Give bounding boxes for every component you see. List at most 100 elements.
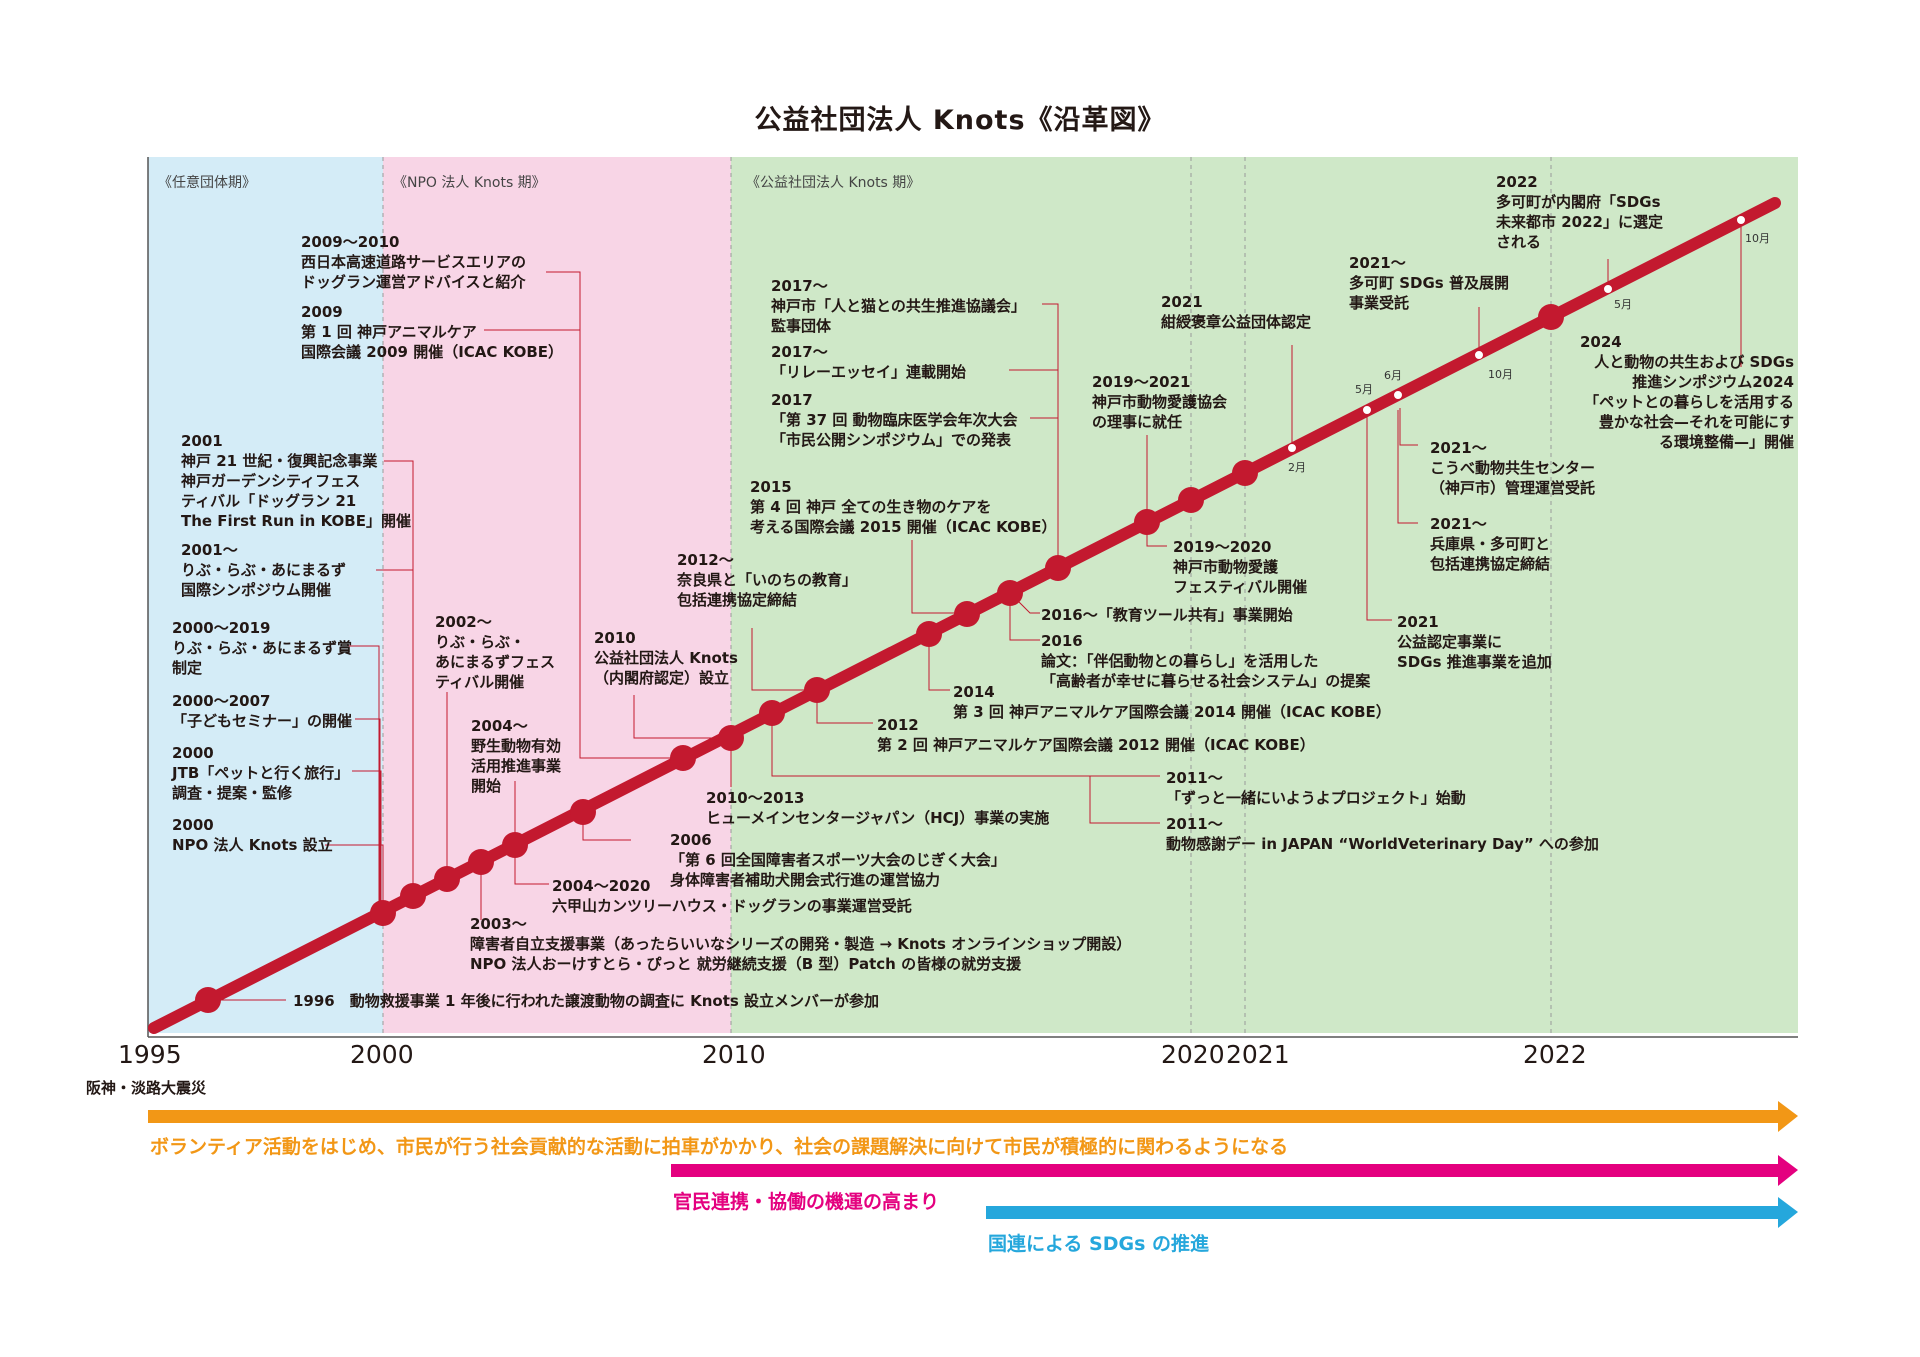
event-2024-sym-line1: 人と動物の共生および SDGs	[1594, 353, 1794, 371]
event-2012-conf-year: 2012	[877, 716, 919, 734]
event-2014-conf-year: 2014	[953, 683, 995, 701]
event-2019-fes-line2: フェスティバル開催	[1173, 578, 1308, 596]
event-2021-center-line2: （神戸市）管理運営受託	[1430, 479, 1596, 497]
dot-2019	[1134, 509, 1160, 535]
dot-2015	[954, 601, 980, 627]
event-2021-award-text: 紺綬褒章公益団体認定	[1161, 313, 1312, 331]
event-2010-public-year: 2010	[594, 629, 636, 647]
event-2016-paper-line2: 「高齢者が幸せに暮らせる社会システム」の提案	[1041, 672, 1371, 690]
event-2024-sym: 2024 人と動物の共生および SDGs 推進シンポジウム2024 「ペットとの…	[1564, 332, 1794, 452]
trend-text-magenta: 官民連携・協働の機運の高まり	[673, 1191, 940, 1213]
event-2019-fes: 2019〜2020 神戸市動物愛護 フェスティバル開催	[1173, 537, 1307, 597]
event-2001-run-line2: 神戸ガーデンシティフェス	[181, 472, 361, 490]
dot-2012	[804, 677, 830, 703]
event-2015-conf-line2: 考える国際会議 2015 開催（ICAC KOBE）	[750, 518, 1057, 536]
event-2017-cat-year: 2017〜	[771, 277, 828, 295]
event-2022-city: 2022 多可町が内閣府「SDGs 未来都市 2022」に選定 される	[1496, 172, 1663, 252]
event-2021-award-year: 2021	[1161, 293, 1203, 311]
event-2015-conf: 2015 第 4 回 神戸 全ての生き物のケアを 考える国際会議 2015 開催…	[750, 477, 1057, 537]
event-2014-conf: 2014 第 3 回 神戸アニマルケア国際会議 2014 開催（ICAC KOB…	[953, 682, 1391, 722]
event-2002-fes-line1: りぶ・らぶ・	[435, 633, 526, 651]
event-2000-award-line1: りぶ・らぶ・あにまるず賞	[172, 639, 353, 657]
event-2017-sym: 2017 「第 37 回 動物臨床医学会年次大会 「市民公開シンポジウム」での発…	[771, 390, 1018, 450]
event-2016-paper-line1: 論文：「伴侶動物との暮らし」を活用した	[1041, 652, 1319, 670]
event-2019-assoc: 2019〜2021 神戸市動物愛護協会 の理事に就任	[1092, 372, 1227, 432]
dot-2009	[670, 745, 696, 771]
event-2010-public-line2: （内閣府認定）設立	[594, 669, 730, 687]
event-2021-add-year: 2021	[1397, 613, 1439, 631]
event-2015-conf-year: 2015	[750, 478, 792, 496]
event-2000-kids-text: 「子どもセミナー」の開催	[172, 712, 353, 730]
event-2000-jtb: 2000 JTB「ペットと行く旅行」 調査・提案・監修	[172, 743, 349, 803]
event-2000-kids: 2000〜2007 「子どもセミナー」の開催	[172, 691, 352, 731]
event-2012-nara-line1: 奈良県と「いのちの教育」	[677, 571, 858, 589]
event-2019-assoc-line1: 神戸市動物愛護協会	[1092, 393, 1228, 411]
event-2021-hyogo-line2: 包括連携協定締結	[1430, 555, 1551, 573]
event-2009-sa: 2009〜2010 西日本高速道路サービスエリアの ドッグラン運営アドバイスと紹…	[301, 232, 526, 292]
event-2000-kids-year: 2000〜2007	[172, 692, 271, 710]
event-2009-conf: 2009 第 1 回 神戸アニマルケア 国際会議 2009 開催（ICAC KO…	[301, 302, 563, 362]
event-2022-city-line2: 未来都市 2022」に選定	[1496, 213, 1663, 231]
event-2021-hyogo: 2021〜 兵庫県・多可町と 包括連携協定締結	[1430, 514, 1550, 574]
trend-arrows	[148, 1101, 1798, 1228]
event-2021-center-line1: こうべ動物共生センター	[1430, 459, 1596, 477]
event-2003-support-year: 2003〜	[470, 915, 527, 933]
dot-2017	[1045, 555, 1071, 581]
event-2001-run-line3: ティバル「ドッグラン 21	[181, 492, 357, 510]
event-1996: 1996 動物救援事業 1 年後に行われた譲渡動物の調査に Knots 設立メン…	[293, 991, 879, 1011]
event-2016-tool: 2016〜「教育ツール共有」事業開始	[1041, 605, 1293, 625]
mdot-6	[1393, 390, 1403, 400]
event-2017-relay-text: 「リレーエッセイ」連載開始	[771, 363, 967, 381]
event-2017-sym-line2: 「市民公開シンポジウム」での発表	[771, 431, 1012, 449]
event-2024-sym-line3: 「ペットとの暮らしを活用する	[1584, 393, 1794, 411]
event-2000-jtb-line2: 調査・提案・監修	[172, 784, 293, 802]
event-2019-fes-year: 2019〜2020	[1173, 538, 1272, 556]
event-2021-center-year: 2021〜	[1430, 439, 1487, 457]
event-2021-hyogo-line1: 兵庫県・多可町と	[1430, 535, 1551, 553]
event-2006-sports-line1: 「第 6 回全国障害者スポーツ大会のじぎく大会」	[670, 851, 1006, 869]
arrow-cyan-head	[1778, 1197, 1798, 1228]
event-2019-assoc-year: 2019〜2021	[1092, 373, 1191, 391]
year-label-2022: 2022	[1523, 1040, 1587, 1069]
earthquake-note: 阪神・淡路大震災	[86, 1079, 207, 1097]
conn-2012nara	[751, 628, 817, 691]
event-2024-sym-line5: る環境整備—」開催	[1658, 433, 1794, 451]
conn-2010pub	[633, 695, 727, 739]
conn-2021add	[1366, 410, 1392, 621]
event-2000-jtb-year: 2000	[172, 744, 214, 762]
dot-2001a	[400, 883, 426, 909]
mdot-5a	[1362, 405, 1372, 415]
event-2001-sym: 2001〜 りぶ・らぶ・あにまるず 国際シンポジウム開催	[181, 540, 346, 600]
event-2017-cat-line1: 神戸市「人と猫との共生推進協議会」	[771, 297, 1026, 315]
arrow-orange-head	[1778, 1101, 1798, 1132]
event-2011-project-text: 「ずっと一緒にいようよプロジェクト」始動	[1166, 789, 1466, 807]
year-label-2021: 2021	[1226, 1040, 1290, 1069]
event-2021-hyogo-year: 2021〜	[1430, 515, 1487, 533]
event-2000-npo-year: 2000	[172, 816, 214, 834]
event-2004-wild-year: 2004〜	[471, 717, 528, 735]
dot-2021	[1232, 460, 1258, 486]
event-2010-hcj-text: ヒューメインセンタージャパン（HCJ）事業の実施	[706, 809, 1050, 827]
event-2012-nara: 2012〜 奈良県と「いのちの教育」 包括連携協定締結	[677, 550, 857, 610]
event-2021-award: 2021 紺綬褒章公益団体認定	[1161, 292, 1311, 332]
event-2019-fes-line1: 神戸市動物愛護	[1173, 558, 1279, 576]
event-2021-add: 2021 公益認定事業に SDGs 推進事業を追加	[1397, 612, 1552, 672]
event-2017-sym-year: 2017	[771, 391, 813, 409]
event-2002-fes-line2: あにまるずフェス	[435, 653, 556, 671]
year-label-1995: 1995	[118, 1040, 182, 1069]
event-2009-conf-line2: 国際会議 2009 開催（ICAC KOBE）	[301, 343, 564, 361]
event-2004-run-text: 六甲山カンツリーハウス・ドッグランの事業運営受託	[552, 897, 912, 915]
event-2004-wild-line1: 野生動物有効	[471, 737, 562, 755]
event-2012-conf-text: 第 2 回 神戸アニマルケア国際会議 2012 開催（ICAC KOBE）	[877, 736, 1315, 754]
month-label-5b: 5月	[1614, 298, 1632, 311]
event-2003-support-line1: 障害者自立支援事業（あったらいいなシリーズの開発・製造 → Knots オンライ…	[470, 935, 1132, 953]
event-2024-sym-line2: 推進シンポジウム2024	[1632, 373, 1794, 391]
event-2010-public-line1: 公益社団法人 Knots	[594, 649, 738, 667]
conn-2021center	[1399, 408, 1418, 446]
event-2021-add-line1: 公益認定事業に	[1397, 633, 1503, 651]
event-2017-sym-line1: 「第 37 回 動物臨床医学会年次大会	[771, 411, 1018, 429]
event-2017-relay: 2017〜 「リレーエッセイ」連載開始	[771, 342, 966, 382]
event-2009-sa-line1: 西日本高速道路サービスエリアの	[301, 253, 527, 271]
